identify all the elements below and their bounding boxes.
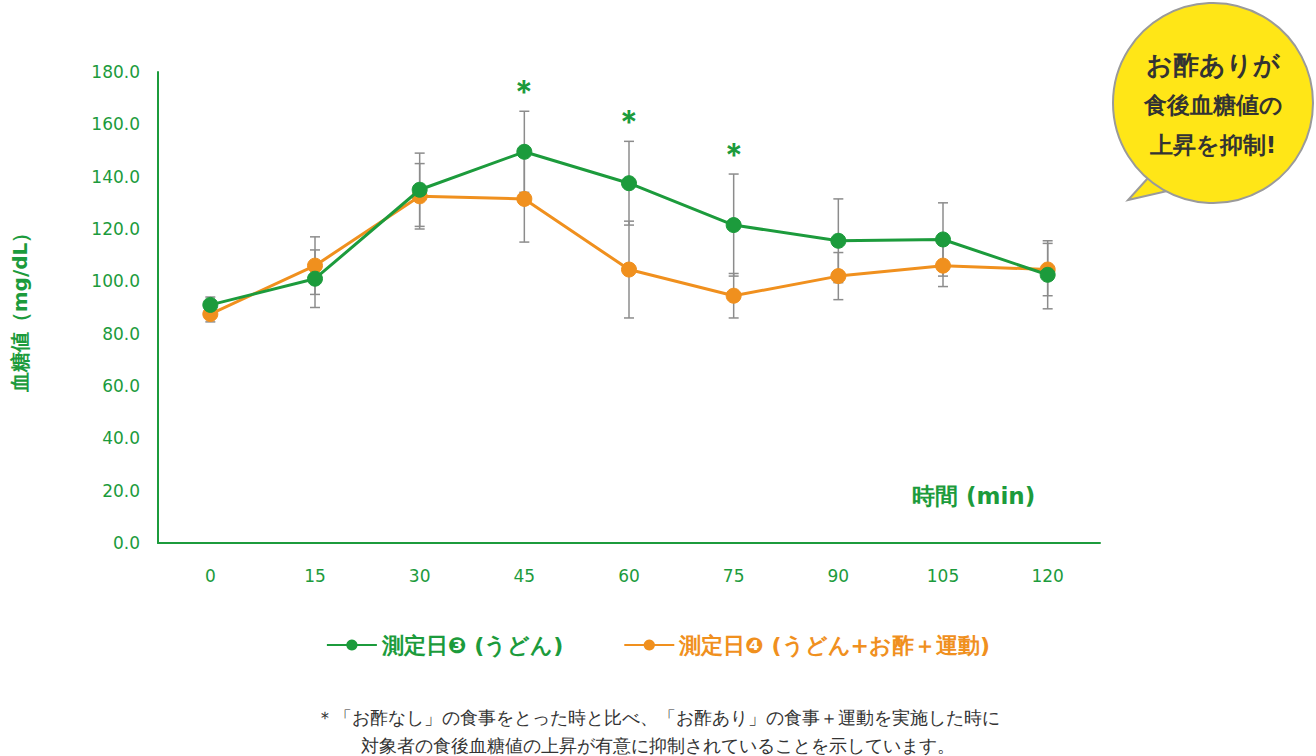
svg-text:食後血糖値の: 食後血糖値の: [1143, 92, 1283, 118]
svg-text:140.0: 140.0: [91, 167, 140, 187]
svg-text:20.0: 20.0: [102, 481, 140, 501]
svg-text:上昇を抑制!: 上昇を抑制!: [1149, 132, 1277, 158]
svg-text:時間 (min): 時間 (min): [912, 483, 1035, 509]
svg-text:測定日❹ (うどん+お酢＋運動): 測定日❹ (うどん+お酢＋運動): [678, 633, 990, 658]
svg-text:＊「お酢なし」の食事をとった時と比べ、「お酢あり」の食事＋運: ＊「お酢なし」の食事をとった時と比べ、「お酢あり」の食事＋運動を実施した時に: [316, 707, 1000, 728]
svg-text:15: 15: [304, 566, 326, 586]
svg-text:お酢ありが: お酢ありが: [1146, 50, 1281, 80]
svg-text:100.0: 100.0: [91, 271, 140, 291]
svg-text:30: 30: [409, 566, 431, 586]
svg-text:＊: ＊: [614, 103, 644, 138]
svg-text:75: 75: [723, 566, 745, 586]
svg-text:40.0: 40.0: [102, 428, 140, 448]
svg-text:＊: ＊: [509, 73, 539, 108]
svg-text:80.0: 80.0: [102, 324, 140, 344]
svg-text:105: 105: [927, 566, 959, 586]
svg-text:＊: ＊: [719, 136, 749, 171]
svg-text:90: 90: [828, 566, 850, 586]
svg-text:120: 120: [1031, 566, 1063, 586]
svg-text:血糖値（mg/dL）: 血糖値（mg/dL）: [8, 223, 32, 394]
svg-text:0.0: 0.0: [113, 533, 140, 553]
svg-text:180.0: 180.0: [91, 62, 140, 82]
svg-text:測定日❸ (うどん): 測定日❸ (うどん): [381, 633, 563, 658]
svg-text:60: 60: [618, 566, 640, 586]
svg-text:60.0: 60.0: [102, 376, 140, 396]
svg-text:45: 45: [514, 566, 536, 586]
svg-text:120.0: 120.0: [91, 219, 140, 239]
svg-text:0: 0: [205, 566, 216, 586]
svg-text:対象者の食後血糖値の上昇が有意に抑制されていることを示してい: 対象者の食後血糖値の上昇が有意に抑制されていることを示しています。: [361, 735, 955, 756]
svg-text:160.0: 160.0: [91, 114, 140, 134]
